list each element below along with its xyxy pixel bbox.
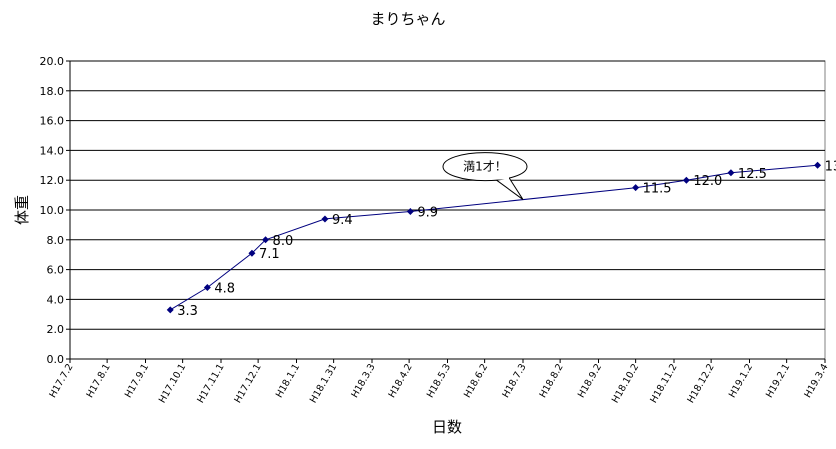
- x-tick-label: H18.10.2: [610, 362, 641, 405]
- data-point-marker: [406, 207, 414, 215]
- x-axis-title: 日数: [432, 418, 462, 436]
- data-point-marker: [203, 283, 211, 291]
- x-axis-ticks: H17.7.2 H17.8.1 H17.9.1 H17.10.1 H17.11.1 H17…: [47, 359, 831, 405]
- plot-area: 0.02.04.06.08.010.012.014.016.018.020.0 …: [40, 55, 836, 405]
- data-label: 9.9: [417, 205, 438, 220]
- data-label: 12.5: [738, 167, 767, 182]
- x-tick-label: H19.3.4: [802, 362, 830, 400]
- data-point-marker: [248, 249, 256, 257]
- x-tick-label: H17.7.2: [47, 362, 75, 400]
- x-tick-label: H18.5.3: [425, 362, 453, 400]
- x-tick-label: H17.11.1: [195, 362, 226, 405]
- data-labels: 3.3 4.8 7.18.0 9.4 9.9 11.5 12.0 12.5 13.0: [177, 159, 836, 319]
- y-tick-label: 10.0: [40, 204, 65, 217]
- x-tick-label: H18.7.3: [500, 362, 528, 400]
- y-tick-label: 18.0: [40, 85, 65, 98]
- data-point-marker: [262, 236, 270, 244]
- data-label: 11.5: [643, 182, 672, 197]
- x-tick-label: H18.11.2: [648, 362, 679, 405]
- data-label: 3.3: [177, 304, 198, 319]
- data-point-marker: [166, 306, 174, 314]
- x-tick-label: H17.12.1: [232, 362, 263, 405]
- callout-pointer-mask: [489, 173, 509, 180]
- x-tick-label: H17.9.1: [123, 362, 151, 400]
- data-point-marker: [727, 169, 735, 177]
- series-line: [170, 164, 818, 311]
- x-tick-label: H18.3.3: [349, 362, 377, 400]
- x-tick-label: H18.4.2: [387, 362, 415, 400]
- data-point-marker: [321, 215, 329, 223]
- x-tick-label: H18.6.2: [462, 362, 490, 400]
- y-tick-label: 6.0: [47, 264, 65, 277]
- y-tick-label: 0.0: [47, 353, 65, 366]
- x-tick-label: H18.8.2: [538, 362, 566, 400]
- x-tick-label: H17.10.1: [157, 362, 188, 405]
- y-tick-label: 20.0: [40, 55, 65, 68]
- data-point-marker: [632, 184, 640, 192]
- data-label: 4.8: [214, 281, 235, 296]
- x-tick-label: H19.2.1: [764, 362, 792, 400]
- data-label: 8.0: [273, 234, 294, 249]
- callout-text: 満1才！: [463, 160, 507, 174]
- series-weight: [166, 161, 822, 314]
- chart-title: まりちゃん: [370, 10, 445, 28]
- y-tick-label: 4.0: [47, 293, 65, 306]
- x-tick-label: H18.1.31: [308, 362, 339, 405]
- x-tick-label: H18.9.2: [576, 362, 604, 400]
- y-tick-label: 16.0: [40, 115, 65, 128]
- x-tick-label: H19.1.2: [727, 362, 755, 400]
- x-tick-label: H17.8.1: [85, 362, 113, 400]
- y-tick-label: 14.0: [40, 144, 65, 157]
- data-label: 9.4: [332, 213, 353, 228]
- x-tick-label: H18.1.1: [274, 362, 302, 400]
- y-axis-ticks: 0.0 2.0 4.0 6.0 8.0 10.0 12.0 14.0 16.0 18.0 20.0: [40, 55, 70, 366]
- data-label: 12.0: [693, 174, 722, 189]
- y-tick-label: 12.0: [40, 174, 65, 187]
- y-tick-label: 8.0: [47, 234, 65, 247]
- x-tick-label: H18.12.2: [685, 362, 716, 405]
- y-axis-title: 体重: [13, 195, 31, 225]
- data-point-marker: [682, 176, 690, 184]
- callout-annotation: 満1才！: [442, 152, 528, 200]
- y-tick-label: 2.0: [47, 323, 65, 336]
- data-label: 7.1: [259, 247, 280, 262]
- gridlines: [70, 60, 825, 330]
- data-point-marker: [814, 161, 822, 169]
- data-label: 13.0: [825, 159, 836, 174]
